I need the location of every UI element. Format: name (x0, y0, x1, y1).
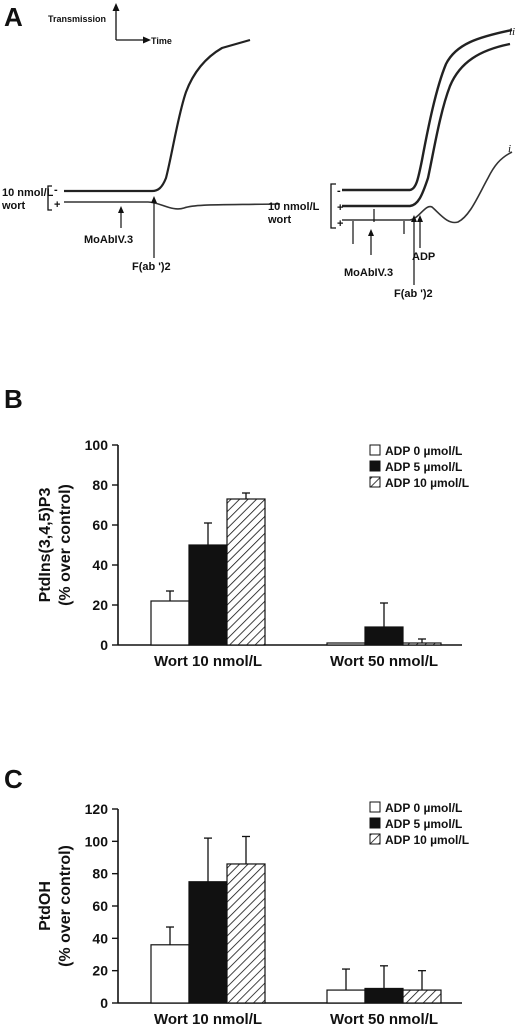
left-traces: 10 nmol/L wort - + MoAbIV.3 F(ab ')2 (1, 38, 281, 273)
chart-b-bar (402, 642, 442, 646)
chart-c-y-tick-label: 60 (92, 898, 108, 914)
chart-b-legend-label: ADP 10 µmol/L (385, 476, 469, 490)
chart-c-y-tick-label: 100 (85, 833, 109, 849)
right-traces: 10 nmol/L wort - + + MoAbIV.3 F(ab ')2 A… (267, 26, 515, 300)
right-trace-minus (342, 28, 513, 192)
chart-b-legend-swatch (369, 476, 381, 488)
arrow-up-icon (112, 3, 120, 11)
chart-b-category-label: Wort 10 nmol/L (154, 653, 262, 670)
chart-c-y-tick-label: 120 (85, 801, 109, 817)
right-wort-line2: wort (267, 214, 292, 226)
chart-b-y-tick-label: 20 (92, 597, 108, 613)
chart-c-y-tick-label: 20 (92, 963, 108, 979)
chart-b-y-tick-label: 0 (100, 637, 108, 653)
chart-b-legend-swatch (369, 444, 381, 456)
chart-b-y-tick-label: 40 (92, 557, 108, 573)
chart-c-y-axis-title: PtdOH (37, 881, 54, 931)
right-bracket (330, 183, 336, 229)
chart-b-bar (326, 642, 366, 646)
right-minus-sign: - (337, 185, 341, 197)
chart-c-legend-label: ADP 0 µmol/L (385, 801, 462, 815)
right-moab-label: MoAbIV.3 (344, 267, 393, 279)
chart-b-y-tick-label: 100 (85, 437, 109, 453)
trace-ii-label: ii (509, 26, 515, 38)
fab-arrow-icon (151, 196, 157, 203)
right-fab-label: F(ab ')2 (394, 288, 433, 300)
left-moab-label: MoAbIV.3 (84, 234, 133, 246)
time-label: Time (151, 36, 172, 46)
chart-c-legend-swatch (369, 817, 381, 829)
right-adp-label: ADP (412, 251, 435, 263)
chart-c-bar (226, 863, 266, 1004)
chart-b-y-axis-title: PtdIns(3,4,5)P3 (37, 488, 54, 603)
moab-arrow-icon (118, 206, 124, 213)
chart-c-category-label: Wort 10 nmol/L (154, 1011, 262, 1028)
chart-c-bar (326, 989, 366, 1004)
chart-b-bar (364, 626, 404, 646)
chart-c-legend-swatch (369, 801, 381, 813)
chart-c-legend-label: ADP 10 µmol/L (385, 833, 469, 847)
right-plus-sign-1: + (337, 202, 343, 214)
chart-b-bar (188, 544, 228, 646)
right-wort-line1: 10 nmol/L (268, 201, 320, 213)
chart-c-bar (402, 989, 442, 1004)
panel-a: A Transmission Time 10 nmol/L wort - + M… (1, 2, 515, 300)
panel-b-letter: B (4, 384, 23, 414)
left-wort-line1: 10 nmol/L (2, 187, 54, 199)
left-trace-plus (64, 201, 281, 210)
trace-i-label: i (508, 143, 511, 155)
chart-b-category-label: Wort 50 nmol/L (330, 653, 438, 670)
panel-b: B 0 20 40 60 80 100 PtdIns(3,4,5)P3 (% over con… (4, 384, 469, 670)
chart-b-y-axis-subtitle: (% over control) (57, 484, 74, 606)
chart-c-legend-swatch (369, 833, 381, 845)
transmission-label: Transmission (48, 14, 106, 24)
adp-arrow-icon (417, 215, 423, 222)
chart-b-bar (226, 498, 266, 646)
chart-c-y-axis-subtitle: (% over control) (57, 845, 74, 967)
left-fab-label: F(ab ')2 (132, 261, 171, 273)
left-bracket (47, 185, 52, 211)
arrow-right-icon (143, 36, 151, 44)
chart-c-bar (150, 944, 190, 1004)
right-plus-sign-2: + (337, 218, 343, 230)
right-trace-plus-2 (342, 151, 513, 224)
right-fab-arrow-icon (411, 215, 417, 222)
chart-b-legend-label: ADP 0 µmol/L (385, 444, 462, 458)
chart-c-legend-label: ADP 5 µmol/L (385, 817, 462, 831)
chart-c-category-label: Wort 50 nmol/L (330, 1011, 438, 1028)
chart-c-y-tick-label: 0 (100, 995, 108, 1011)
chart-b-bar (150, 600, 190, 646)
chart-b-legend-swatch (369, 460, 381, 472)
chart-b-legend-label: ADP 5 µmol/L (385, 460, 462, 474)
chart-b-y-tick-label: 80 (92, 477, 108, 493)
chart-c-bar (364, 987, 404, 1004)
left-minus-sign: - (54, 184, 58, 196)
right-trace-plus-1 (342, 42, 511, 208)
left-wort-line2: wort (1, 200, 26, 212)
right-moab-arrow-icon (368, 229, 374, 236)
left-trace-minus (64, 38, 251, 193)
scale-axes: Transmission Time (48, 3, 172, 46)
chart-c-y-tick-label: 40 (92, 930, 108, 946)
chart-c-y-tick-label: 80 (92, 866, 108, 882)
panel-a-letter: A (4, 2, 23, 32)
left-plus-sign: + (54, 199, 60, 211)
panel-c-letter: C (4, 764, 23, 794)
chart-c-bar (188, 881, 228, 1004)
panel-c: C 0 20 40 60 80 100 120 PtdOH (% over control) Wo… (4, 764, 469, 1028)
chart-b-y-tick-label: 60 (92, 517, 108, 533)
